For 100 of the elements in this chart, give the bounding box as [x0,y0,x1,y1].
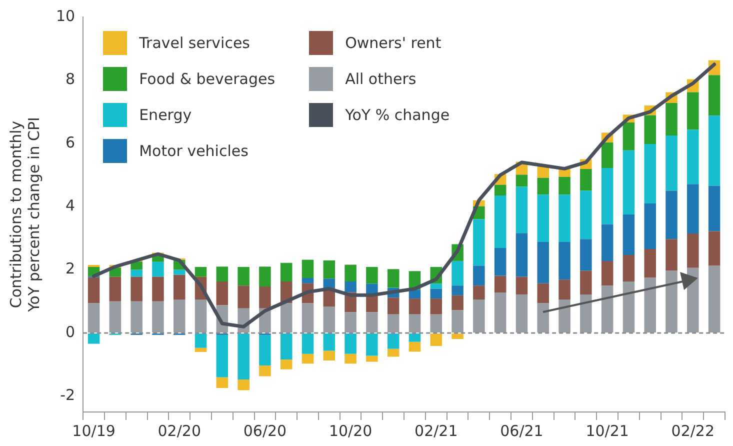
bar [708,75,720,116]
bar [601,260,614,286]
bar [516,294,528,332]
bar [537,178,550,195]
bar [452,310,464,332]
bar [580,294,592,332]
bar [558,176,570,195]
bar [558,194,570,242]
bar [323,278,336,288]
bar [408,342,421,352]
y-tick-label: 2 [66,260,76,278]
bar [280,360,292,370]
bar [473,219,485,266]
bar [302,354,314,364]
bar [516,174,528,187]
bar [708,231,720,266]
bar [708,186,720,232]
bar [666,136,678,191]
bar [173,274,186,300]
bar [302,260,314,278]
bar [644,115,656,144]
bar [216,266,228,282]
bar [109,301,122,332]
bar [687,130,699,184]
bar [88,334,100,344]
bar [580,190,592,240]
bar [494,184,506,196]
bar [366,266,378,284]
bar [366,334,378,356]
bar [194,266,207,277]
bar [537,194,550,242]
bar [259,366,271,376]
bar [430,284,442,289]
bar [130,262,142,270]
bar [516,186,528,234]
bar [408,298,421,314]
bar [344,264,356,282]
bar [323,260,336,279]
legend-label: Energy [139,106,192,124]
bar [666,270,678,332]
bar [387,334,400,349]
bar [452,334,464,340]
x-tick-label: 02/21 [414,422,458,440]
bar [216,377,228,388]
legend-label: Travel services [139,34,250,52]
bar [687,184,699,234]
bar [130,301,142,332]
bar [430,314,442,332]
bar [666,102,678,136]
bar [130,276,142,302]
bar [622,214,635,255]
bar [216,281,228,306]
bar [473,300,485,332]
x-tick-label: 02/22 [671,422,715,440]
bar [366,312,378,332]
legend-label: Food & beverages [139,70,276,88]
bar [302,278,314,284]
bar [644,248,656,278]
bar [408,290,421,299]
bar [259,266,271,287]
bar [644,278,656,332]
x-tick-label: 06/20 [243,422,287,440]
bar [152,276,164,302]
y-tick-label: 6 [66,133,76,152]
bar [408,314,421,332]
bar [644,144,656,204]
bar [194,348,207,352]
bar [558,280,570,300]
bar [644,203,656,249]
bar [708,116,720,186]
bar [601,168,614,224]
bar [516,276,528,294]
bar [344,334,356,354]
x-tick-label: 06/21 [500,422,544,440]
bar [280,334,292,360]
x-tick-label: 10/21 [586,422,629,440]
bar [601,142,614,168]
bar [622,122,635,150]
bar [430,288,442,299]
bar [344,281,356,292]
bar [601,224,614,261]
bar [666,190,678,240]
bar [259,286,271,308]
bar [387,269,400,288]
bar [387,314,400,332]
bar [558,300,570,332]
y-tick-label: 4 [66,196,76,214]
bar [152,262,164,277]
bar [494,248,506,276]
bar [387,348,400,357]
bar [494,292,506,332]
bar [302,303,314,332]
bar [88,303,100,332]
bar [622,150,635,214]
legend-label: Motor vehicles [139,142,248,160]
bar [173,270,186,275]
bar [537,283,550,304]
bar [194,300,207,332]
bar [687,233,699,268]
y-tick-label: 8 [66,70,76,88]
